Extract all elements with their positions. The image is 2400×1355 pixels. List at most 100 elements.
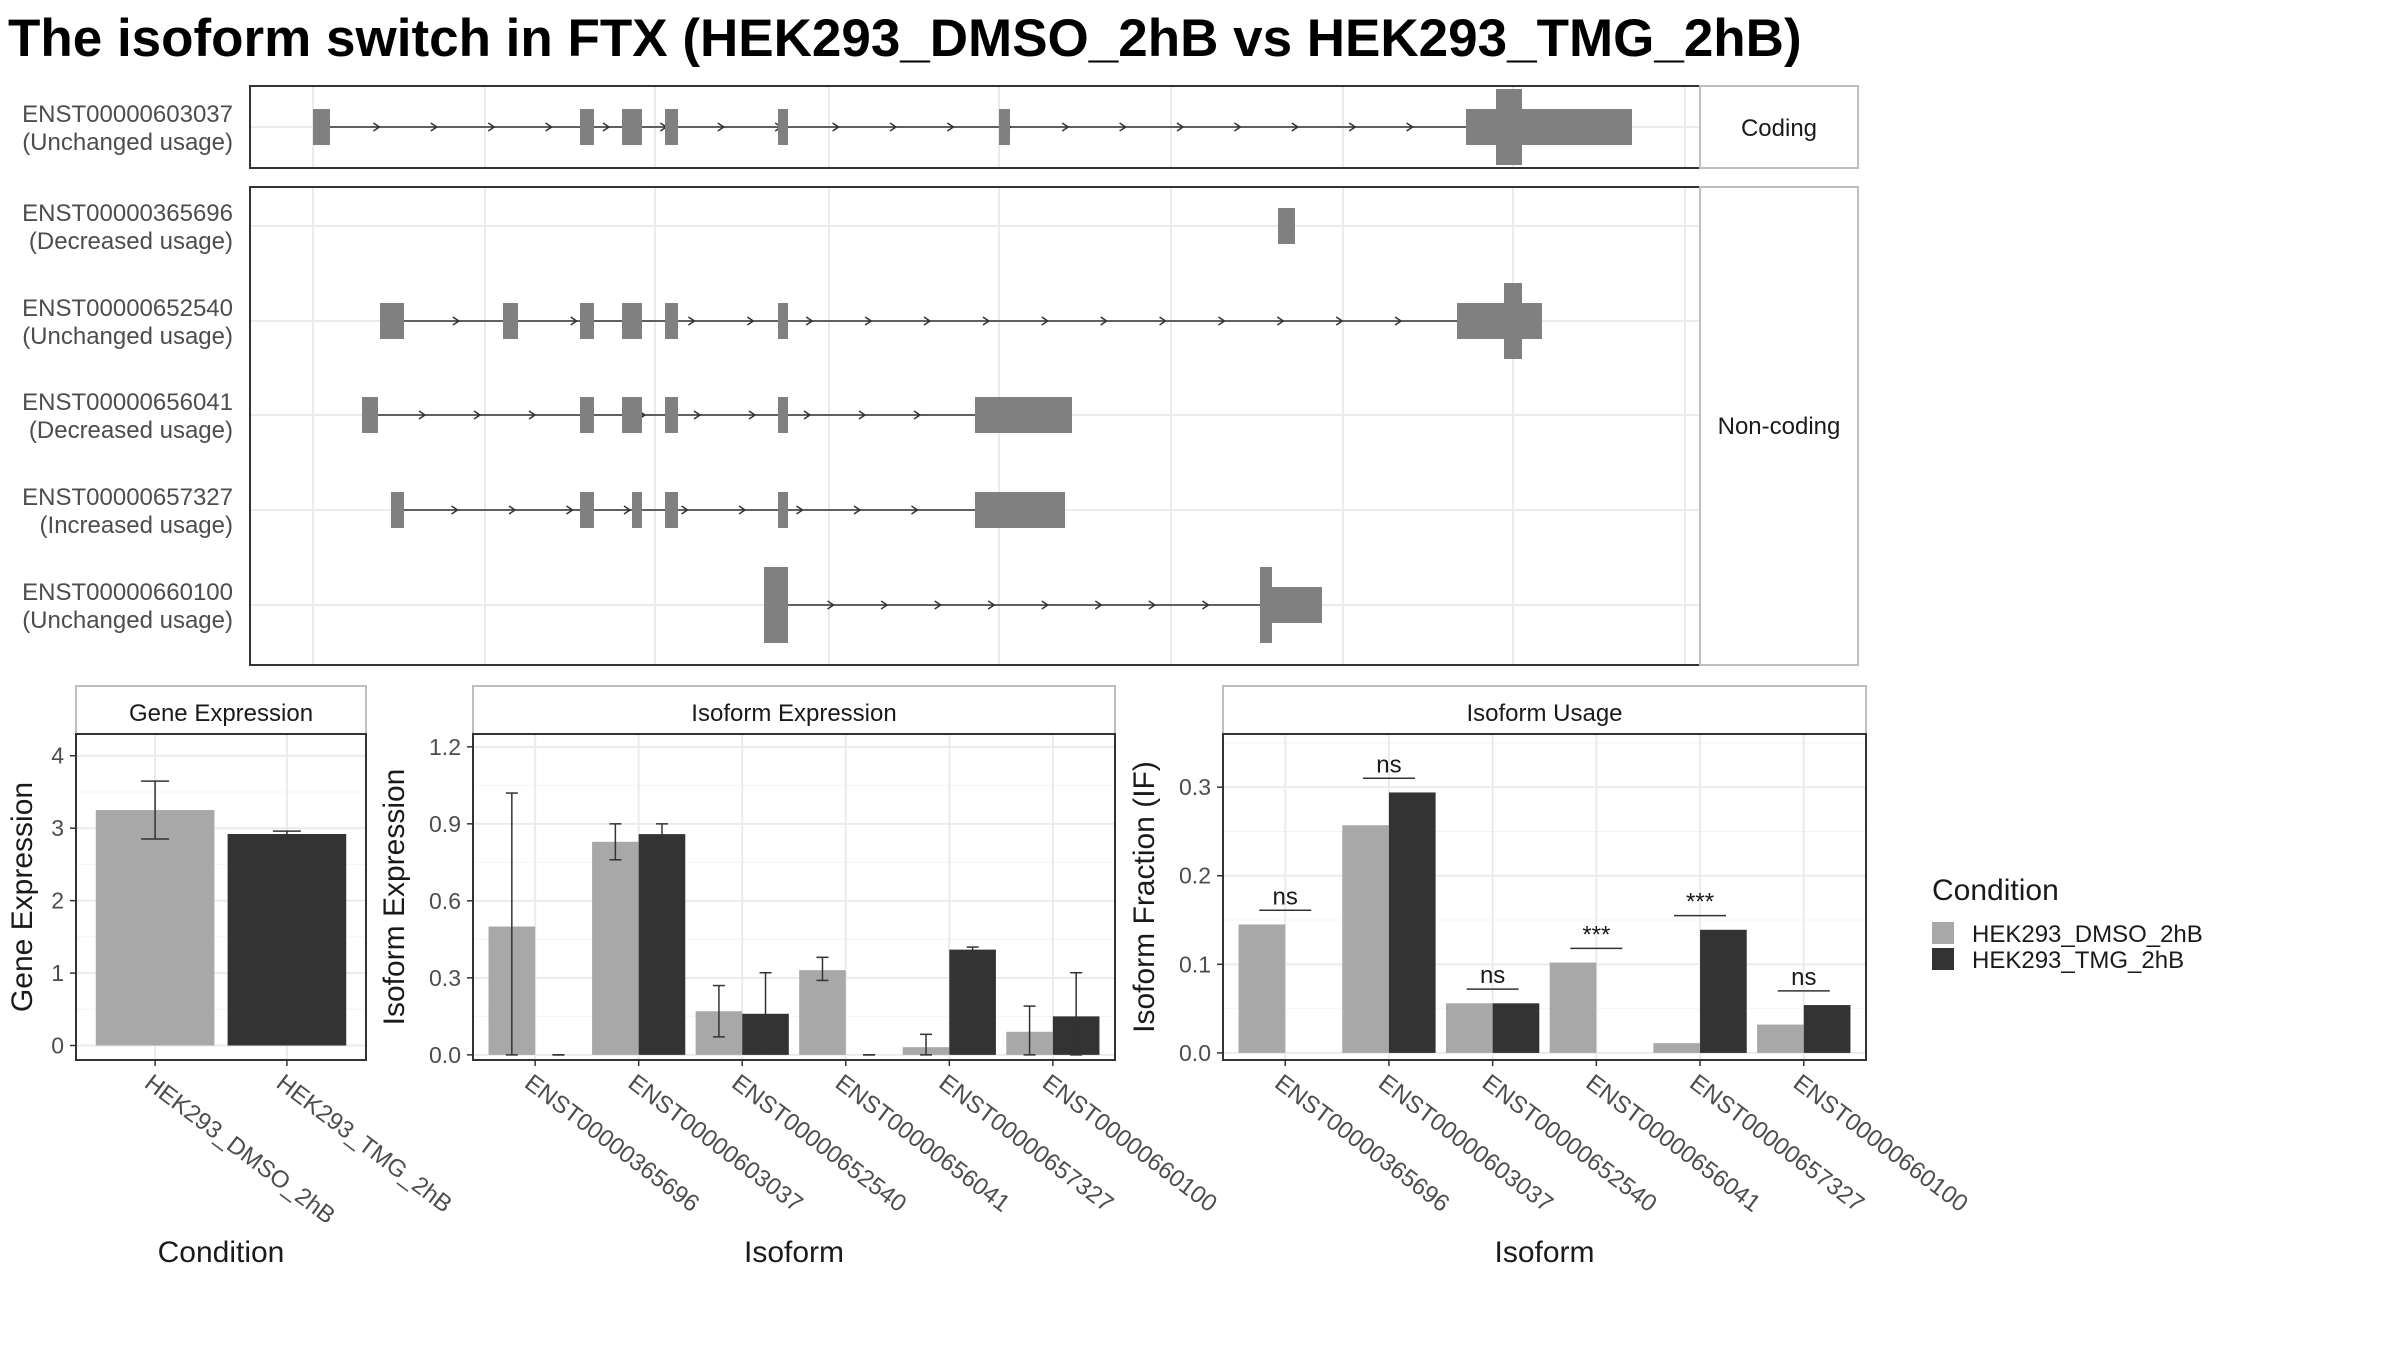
y-tick-label: 0.3	[1179, 774, 1211, 800]
intron-arrow	[1159, 316, 1167, 326]
intron-arrow	[1276, 316, 1285, 326]
intron-arrow	[748, 410, 757, 420]
intron-arrow	[1061, 122, 1070, 132]
bar	[1653, 1043, 1701, 1053]
bar	[1342, 825, 1389, 1053]
strip-label-coding: Coding	[1741, 115, 1817, 142]
intron-arrow	[1202, 600, 1210, 610]
transcript-usage-label: (Unchanged usage)	[22, 129, 233, 156]
exon-block	[632, 492, 642, 528]
x-tick-label: ENST00000657327	[934, 1069, 1119, 1217]
strip-title: Isoform Expression	[691, 700, 896, 727]
significance-label: ns	[1273, 883, 1298, 910]
strip-coding	[1699, 85, 1859, 169]
y-tick-label: 0.9	[429, 811, 461, 837]
legend-title: Condition	[1932, 874, 2059, 907]
y-axis-title: Gene Expression	[6, 782, 39, 1012]
intron-arrow	[570, 316, 579, 326]
x-axis-title: Condition	[158, 1236, 285, 1269]
exon-block	[622, 303, 642, 339]
intron-arrow	[738, 505, 747, 515]
transcript-usage-label: (Increased usage)	[40, 512, 233, 539]
significance-label: ns	[1480, 962, 1505, 989]
bar	[1549, 962, 1597, 1053]
cds-block	[1504, 283, 1522, 359]
exon-block	[622, 109, 642, 145]
y-tick-label: 1.2	[429, 734, 461, 760]
exon-block	[313, 109, 330, 145]
y-tick-label: 0.1	[1179, 951, 1211, 977]
intron-arrow	[1100, 316, 1109, 326]
intron-arrow	[681, 505, 689, 515]
y-axis-title: Isoform Expression	[378, 769, 411, 1026]
transcript-id-label: ENST00000656041	[22, 389, 233, 416]
intron-arrow	[805, 316, 814, 326]
exon-block	[778, 109, 788, 145]
significance-label: ***	[1582, 921, 1610, 948]
plot-panel-border	[472, 733, 1116, 1061]
legend-swatch	[1932, 922, 1954, 944]
intron-arrow	[1041, 600, 1050, 610]
x-tick-label: ENST00000365696	[520, 1069, 705, 1217]
y-tick-label: 2	[51, 888, 64, 914]
intron-arrow	[746, 316, 755, 326]
x-tick-label: ENST00000603037	[623, 1069, 808, 1217]
intron-arrow	[803, 410, 812, 420]
intron-arrow	[418, 410, 427, 420]
exon-block	[580, 492, 594, 528]
intron-arrow	[602, 122, 611, 132]
bar	[1700, 929, 1747, 1053]
intron-arrow	[1233, 122, 1242, 132]
intron-arrow	[827, 600, 835, 610]
figure-title: The isoform switch in FTX (HEK293_DMSO_2…	[8, 9, 1802, 68]
transcript-id-label: ENST00000657327	[22, 484, 233, 511]
transcript-usage-label: (Decreased usage)	[29, 417, 233, 444]
transcript-usage-label: (Unchanged usage)	[22, 323, 233, 350]
exon-block	[665, 397, 678, 433]
y-tick-label: 0.0	[1179, 1040, 1211, 1066]
plot-panel-bg	[473, 734, 1115, 1060]
x-tick-label: ENST00000656041	[1581, 1069, 1766, 1217]
exon-block	[580, 109, 594, 145]
intron-arrow	[1119, 122, 1127, 132]
y-tick-label: 0.6	[429, 888, 461, 914]
x-tick-label: ENST00000365696	[1270, 1069, 1455, 1217]
significance-label: ***	[1686, 889, 1714, 916]
intron-arrow	[545, 122, 553, 132]
intron-arrow	[796, 505, 804, 515]
bar	[95, 810, 215, 1046]
intron-arrow	[693, 410, 702, 420]
intron-arrow	[1348, 122, 1357, 132]
legend-swatch	[1932, 948, 1954, 970]
strip-title: Gene Expression	[129, 700, 313, 727]
significance-label: ns	[1376, 751, 1401, 778]
exon-block	[778, 492, 788, 528]
y-tick-label: 0.3	[429, 965, 461, 991]
exon-block	[975, 492, 1065, 528]
transcript-id-label: ENST00000660100	[22, 579, 233, 606]
exon-block	[362, 397, 378, 433]
intron-arrow	[1394, 316, 1403, 326]
intron-arrow	[508, 505, 517, 515]
bar	[949, 949, 996, 1055]
intron-arrow	[913, 410, 922, 420]
intron-arrow	[923, 316, 932, 326]
x-axis-title: Isoform	[744, 1236, 844, 1269]
exon-block	[391, 492, 404, 528]
intron-arrow	[946, 122, 955, 132]
plot-panel-border	[1222, 733, 1867, 1061]
intron-arrow	[911, 505, 919, 515]
intron-arrow	[987, 600, 996, 610]
intron-arrow	[372, 122, 381, 132]
bar	[1445, 1003, 1493, 1053]
intron-arrow	[451, 505, 459, 515]
intron-arrow	[452, 316, 461, 326]
strip-noncoding	[1699, 186, 1859, 666]
bar	[227, 833, 347, 1046]
intron-arrow	[623, 505, 632, 515]
intron-arrow	[864, 316, 873, 326]
exon-block	[778, 397, 788, 433]
intron-arrow	[688, 316, 696, 326]
